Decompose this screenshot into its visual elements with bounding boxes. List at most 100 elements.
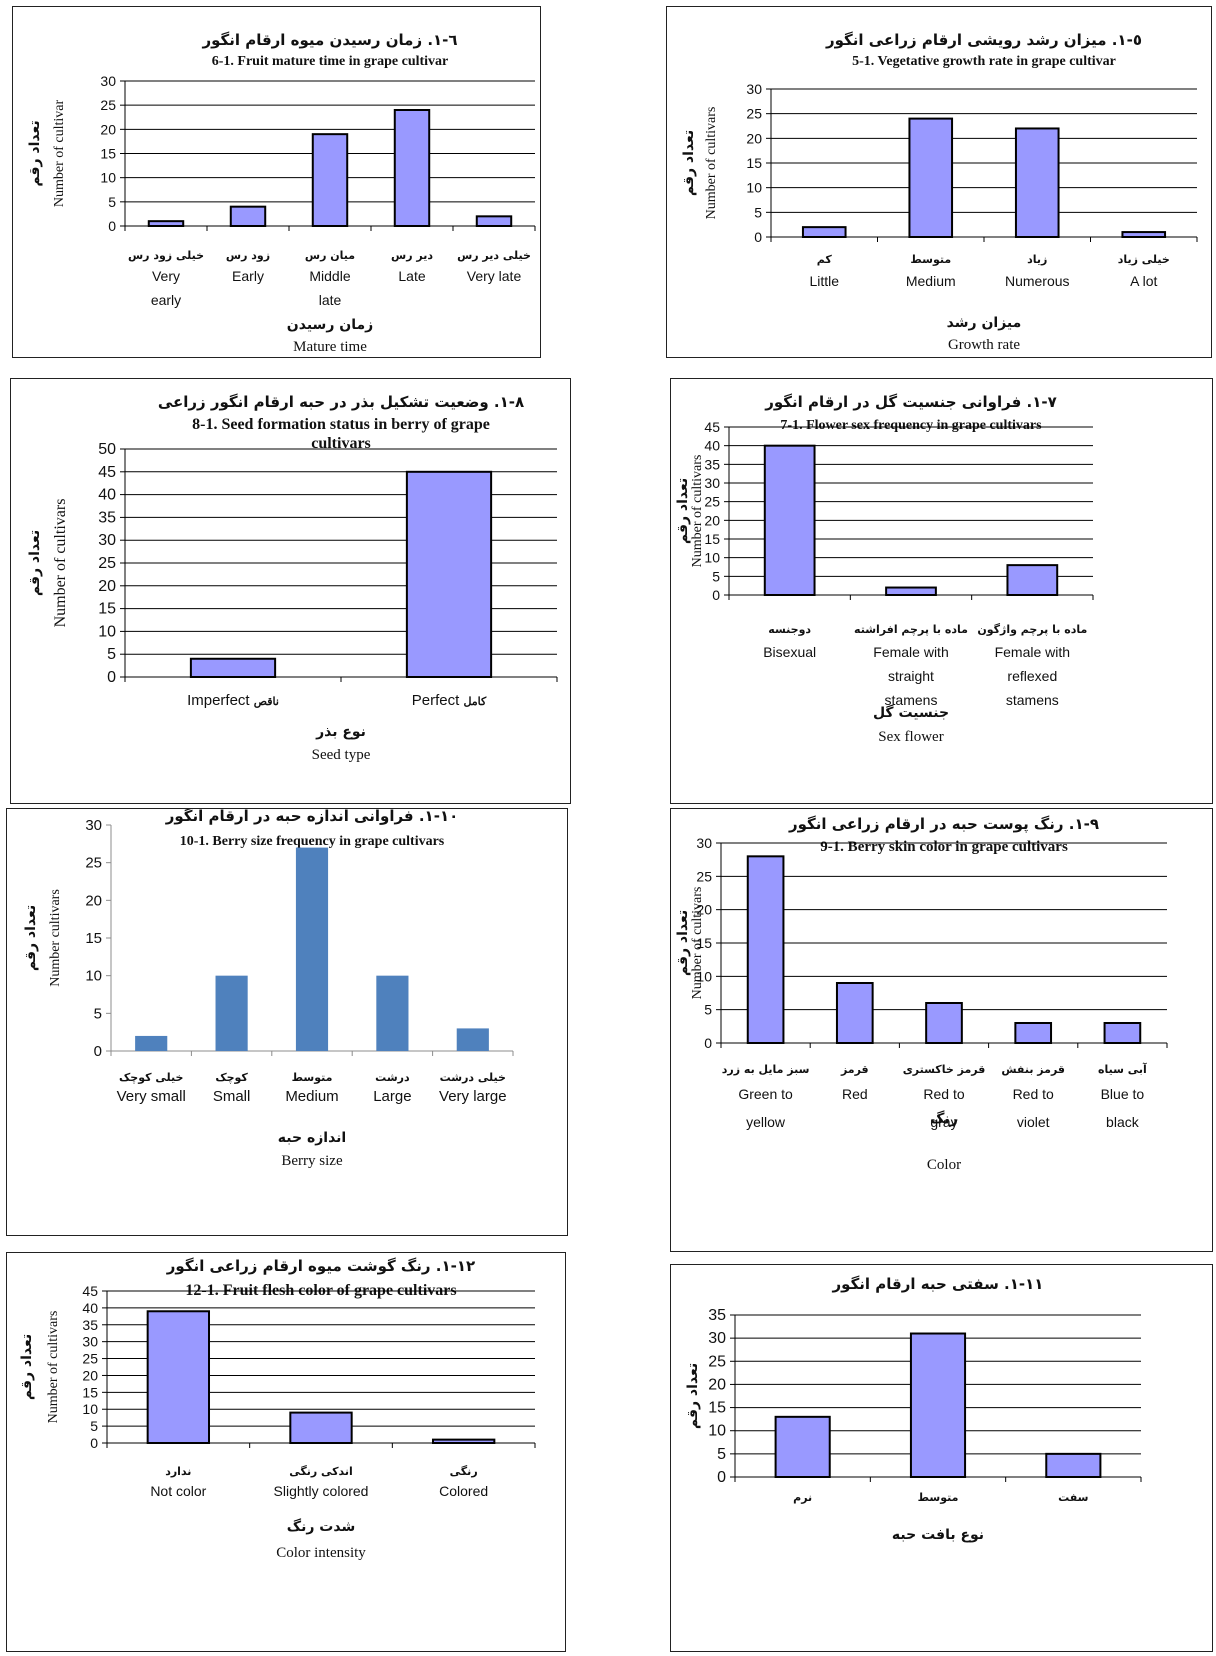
y-tick-label: 5 [712,568,720,584]
chart-title-fa: ٨-١. وضعیت تشکیل بذر در حبه ارقام انگور … [158,393,524,411]
x-category-label-en: Red to [923,1086,964,1102]
x-category-label-fa: متوسط [918,1491,959,1504]
chart-title-en: 7-1. Flower sex frequency in grape culti… [780,418,1042,433]
bar-slightly-colored [289,1411,353,1445]
x-axis-title-en: Sex flower [878,729,943,745]
y-tick-label: 15 [746,155,762,171]
x-category-label-en: black [1106,1114,1140,1130]
x-category-label-en: Numerous [1005,273,1070,289]
y-tick-label: 25 [708,1353,726,1370]
bar-late [393,109,431,227]
x-category-label-fa: زود رس [226,249,270,262]
y-tick-label: 25 [100,97,116,113]
y-tick-label: 25 [85,855,102,872]
bar-little [801,226,847,238]
y-axis-title-en: Number of cultivars [690,887,705,1000]
y-tick-label: 0 [94,1043,102,1060]
bar-medium [908,117,954,238]
bar-female-with-straight-stamens [885,586,937,597]
x-category-label-en: Very late [467,268,522,284]
y-tick-label: 10 [696,968,712,984]
x-axis-title-fa: میزان رشد [947,315,1022,331]
x-axis-title-fa: اندازه حبه [278,1130,346,1146]
y-tick-label: 20 [746,130,762,146]
bar-bisexual [763,444,816,596]
y-tick-label: 20 [708,1376,726,1393]
y-tick-label: 45 [98,464,116,481]
y-axis-title-fa: تعداد رقم [681,130,697,196]
x-category-label-en: Late [398,268,425,284]
y-tick-label: 5 [90,1418,98,1434]
chart-panel-flower-sex: ٧-١. فراوانی جنسیت گل در ارقام انگور 7-1.… [670,378,1213,804]
x-category-label-en: Female with [873,644,948,660]
x-category-label-fa: متوسط [910,253,951,266]
x-category-label-fa: قرمز [840,1063,869,1076]
y-tick-label: 0 [717,1469,726,1486]
bar-red-to-gray [925,1002,963,1044]
bar-medium [295,847,329,1051]
bar-middle-late [311,133,349,227]
bar-سفت [1045,1452,1102,1479]
x-category-label-fa: نرم [793,1491,812,1504]
x-axis-title-fa: شدت رنگ [287,1518,355,1535]
chart-title-en-line2: cultivars [311,435,371,452]
y-tick-label: 10 [85,968,102,985]
y-tick-label: 15 [696,935,712,951]
chart-svg: ٥-١. میزان رشد رویشی ارقام زراعی انگور 5-… [681,31,1198,353]
x-category-label-en: reflexed [1007,668,1057,684]
x-category-label-fa: کامل [463,696,487,708]
x-category-label-fa: خیلی دیر رس [457,249,531,262]
x-axis-title-en: Berry size [281,1153,343,1169]
x-axis-title-en: Color intensity [276,1545,366,1561]
x-axis-title-fa: رنگ [930,1110,958,1127]
y-tick-label: 10 [708,1423,726,1440]
x-category-label-fa: متوسط [292,1071,333,1084]
bar-red [835,982,874,1044]
chart-title-fa: ١٠-١. فراوانی اندازه حبه در ارقام انگور [165,809,459,825]
y-tick-label: 20 [82,1367,98,1383]
y-axis-title-en: Number cultivars [48,889,63,987]
x-category-label-en: Medium [906,273,956,289]
bar-نرم [774,1415,831,1478]
bar-very-small [135,1035,168,1051]
y-tick-label: 35 [708,1307,726,1324]
x-axis-title-en: Growth rate [948,337,1020,353]
bar-perfect [405,470,493,678]
x-category-label-fa: دیر رس [391,249,433,262]
bar-colored [431,1438,496,1445]
y-tick-label: 40 [82,1300,98,1316]
x-category-label-en: early [151,292,181,308]
y-tick-label: 15 [98,601,116,618]
x-category-label-fa: کم [817,253,833,266]
y-tick-label: 10 [82,1401,98,1417]
y-tick-label: 10 [704,550,720,566]
chart-panel-berry-firmness: ١١-١. سفتی حبه ارقام انگور 0 5 10 15 20 25 30 35… [670,1264,1213,1652]
y-tick-label: 45 [82,1283,98,1299]
y-tick-label: 20 [85,892,102,909]
y-tick-label: 10 [100,170,116,186]
chart-title-fa: ٥-١. میزان رشد رویشی ارقام زراعی انگور [825,31,1142,49]
x-category-label: Perfect کامل [412,692,487,709]
x-category-label-en: Very [152,268,180,284]
chart-title-fa: ٧-١. فراوانی جنسیت گل در ارقام انگور [764,393,1057,411]
x-category-label-fa: دوجنسه [768,623,811,636]
x-category-label-en: Bisexual [763,644,816,660]
bar-متوسط [909,1332,967,1478]
x-category-label-en: A lot [1130,273,1157,289]
y-tick-label: 10 [746,180,762,196]
x-category-label-en: stamens [885,692,938,708]
x-category-label-en: Very small [117,1088,186,1105]
chart-panel-berry-size: ١٠-١. فراوانی اندازه حبه در ارقام انگور 1… [6,808,568,1236]
y-tick-label: 0 [107,669,116,686]
y-tick-label: 15 [82,1384,98,1400]
chart-title-fa: ١٢-١. رنگ گوشت میوه ارقام زراعی انگور [166,1257,475,1275]
y-axis-title-en: Number of cultivars [52,499,69,628]
x-category-label-en: Small [213,1088,251,1105]
chart-title-fa: ١١-١. سفتی حبه ارقام انگور [832,1275,1044,1293]
y-tick-label: 35 [98,509,116,526]
bar-early [229,205,267,228]
x-category-label-en: gray [930,1114,957,1130]
x-category-label-fa: زیاد [1027,253,1047,266]
y-tick-label: 25 [696,868,712,884]
y-axis-title-fa: تعداد رقم [27,120,43,186]
